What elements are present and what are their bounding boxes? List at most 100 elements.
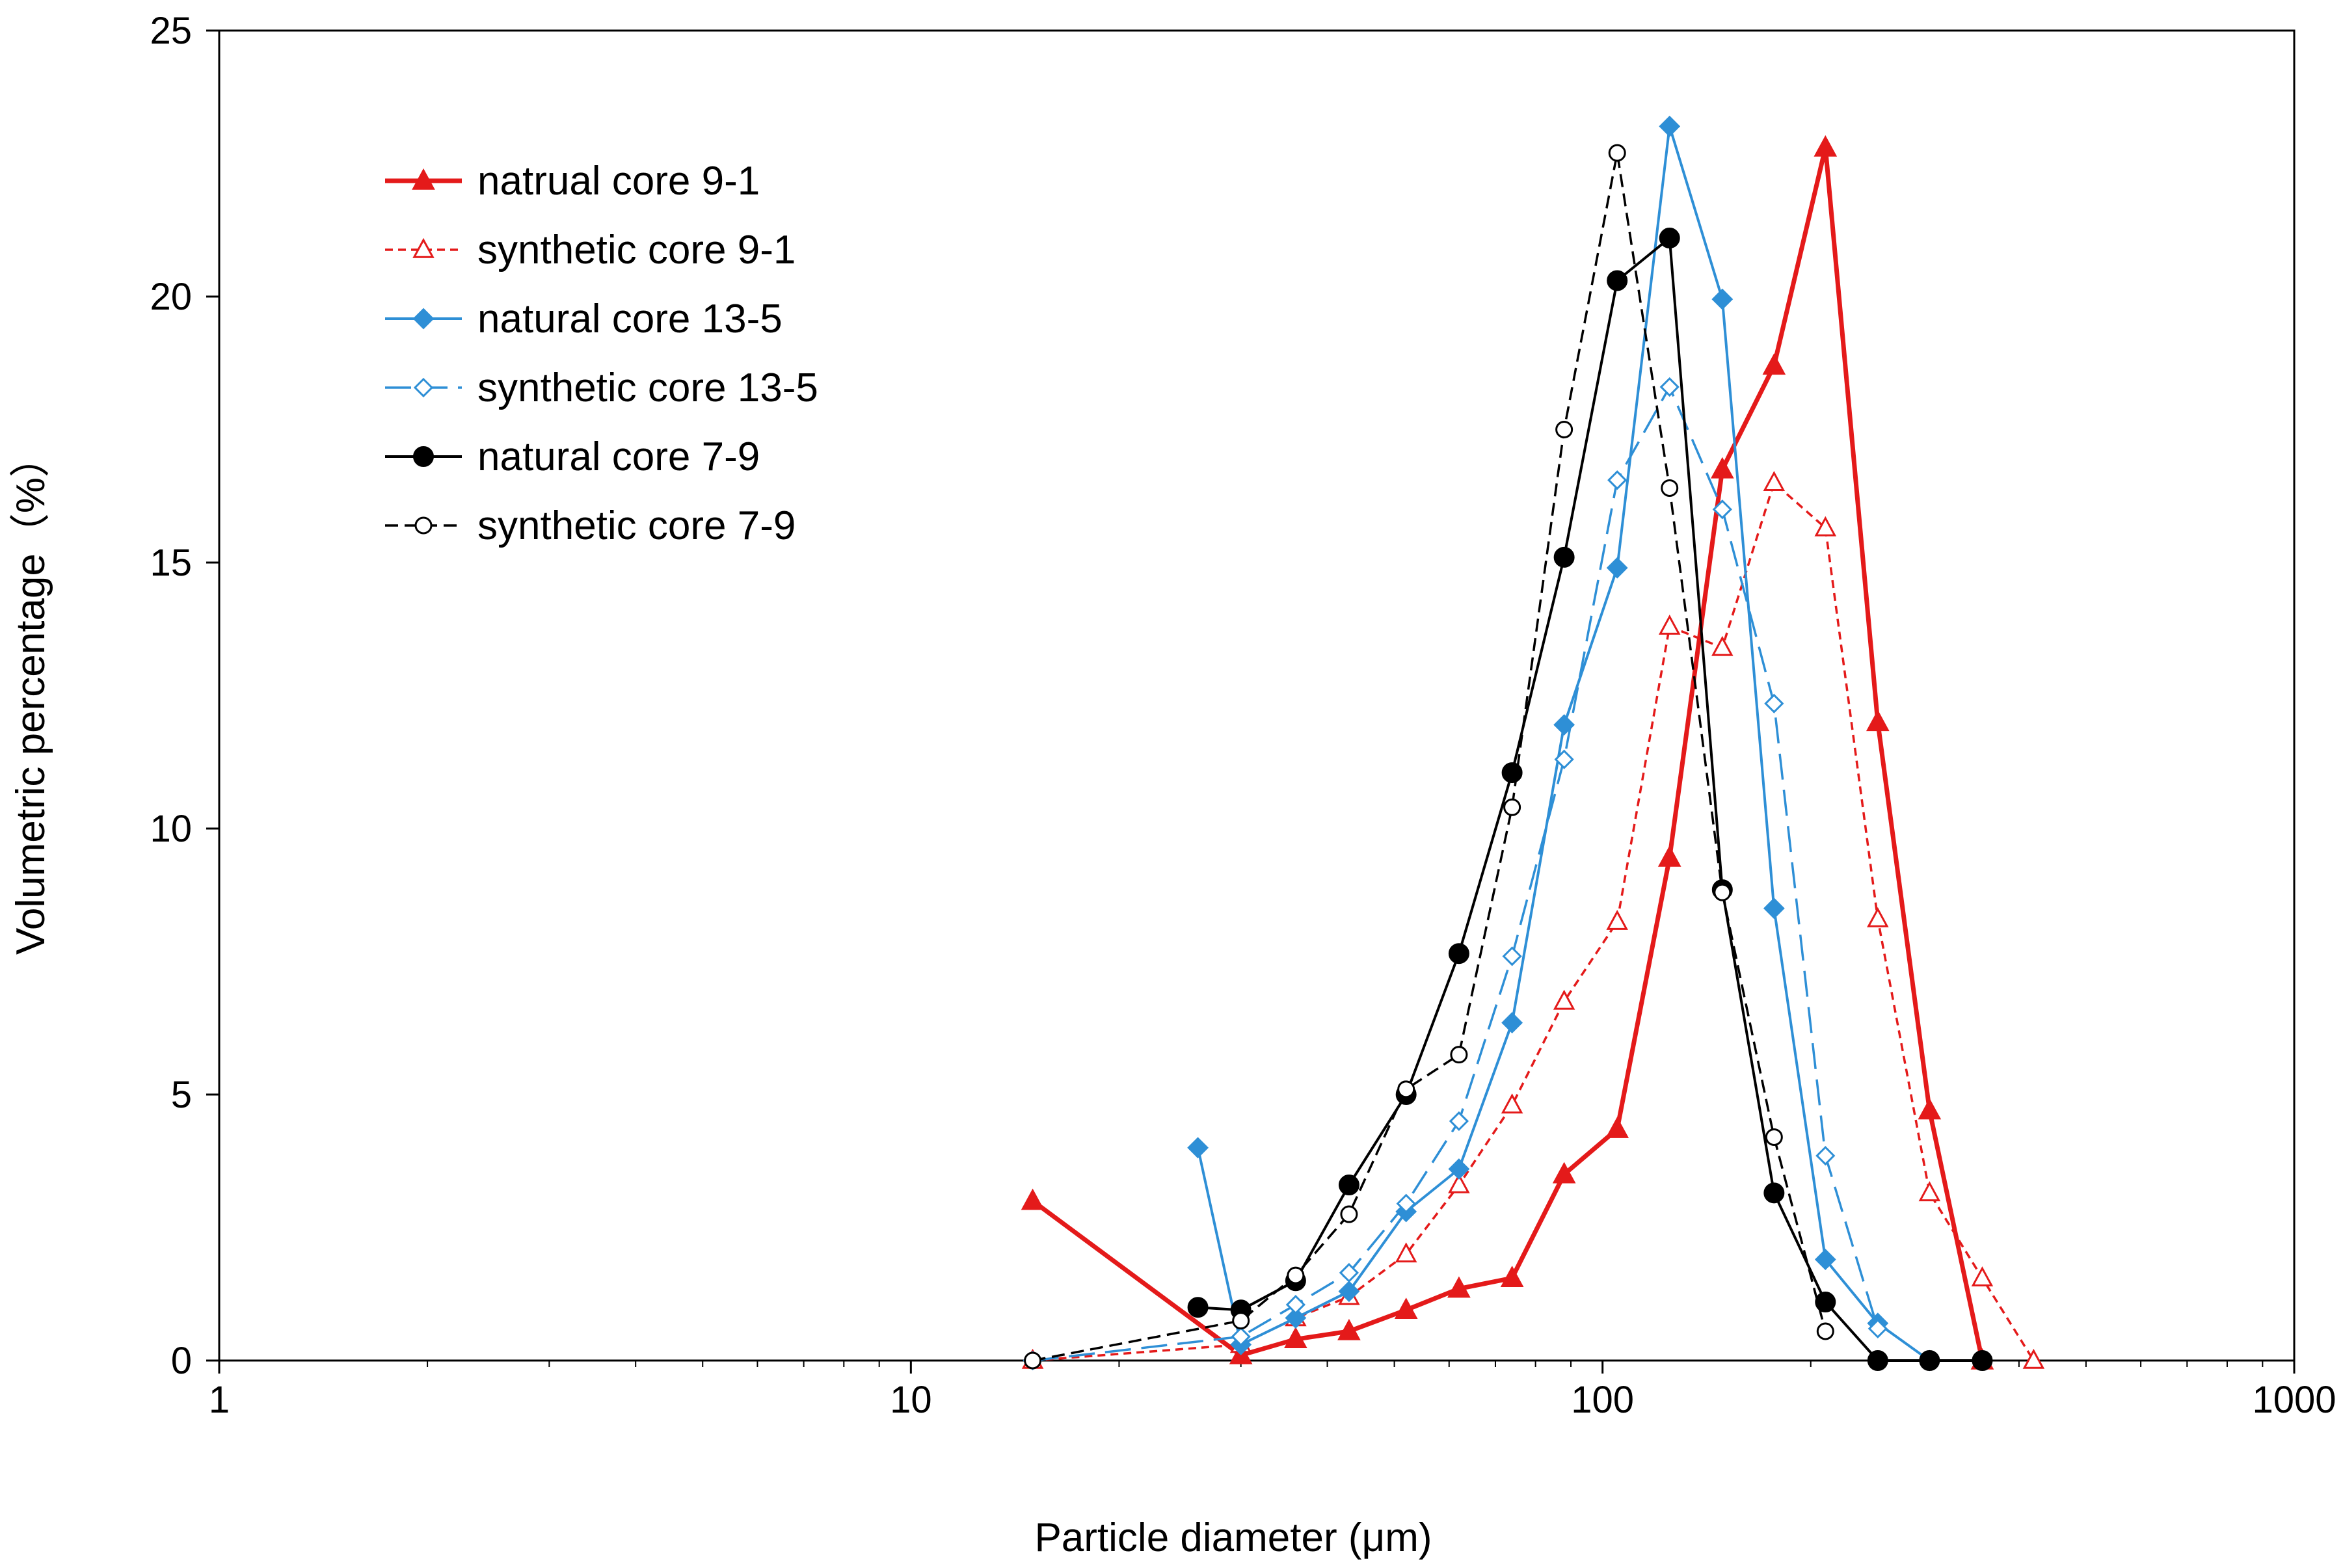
data-point [1339,1262,1359,1283]
data-point [1501,1093,1523,1114]
data-point [1285,1307,1307,1329]
legend-marker [413,446,434,467]
plot-area [218,29,2296,1362]
data-point [1815,1145,1836,1166]
data-point [1232,1312,1250,1330]
legend-label: natural core 13-5 [477,297,783,341]
data-point [1447,1276,1471,1298]
data-point [1659,228,1680,249]
data-point [1762,353,1786,375]
data-point [1555,421,1573,438]
data-point [1763,1182,1785,1204]
data-point [1764,693,1784,713]
data-point [1448,943,1469,964]
data-point [1867,907,1889,927]
legend-label: natural core 7-9 [477,434,760,479]
data-point [1396,1193,1416,1214]
x-tick-label: 10 [890,1379,932,1421]
y-axis-ticks: 0 5 10 15 20 25 [150,10,219,1382]
data-point [1021,1188,1045,1210]
legend-item: synthetic core 13-5 [385,365,818,410]
data-point [1661,479,1679,497]
data-point [1338,1175,1359,1196]
data-point [1868,1318,1888,1339]
y-tick-label: 10 [150,808,192,850]
y-axis-title: Volumetric percentage（%） [8,437,53,955]
data-point [1501,1012,1523,1033]
legend-marker [412,237,435,258]
data-point [1607,270,1628,291]
data-point [1713,883,1732,901]
data-point [1918,1098,1942,1120]
series-line [1032,386,1879,1362]
data-point [1287,1266,1305,1284]
series-line [1031,145,1985,1361]
data-point [1337,1318,1361,1340]
data-point [1710,457,1734,479]
data-point [1657,845,1681,867]
y-tick-label: 20 [150,276,192,318]
data-point [1187,1297,1209,1318]
legend-label: natrual core 9-1 [477,159,760,204]
legend-marker [414,516,433,535]
data-point [1284,1327,1307,1349]
data-point [1449,1111,1469,1132]
series-6 [1024,144,1834,1370]
data-point [1814,516,1837,537]
data-point [1554,749,1574,769]
x-axis-title: Particle diameter (μm) [1034,1515,1432,1560]
legend-label: synthetic core 13-5 [477,365,818,410]
data-point [1765,1128,1783,1146]
data-point [1763,471,1786,492]
data-point [1395,1242,1417,1263]
x-tick-label: 1000 [2252,1379,2336,1421]
x-tick-label: 1 [209,1379,230,1421]
data-point [1024,1351,1042,1370]
legend-marker [413,377,434,398]
data-point [1867,1350,1888,1371]
legend-item: synthetic core 9-1 [385,228,796,272]
legend-label: synthetic core 9-1 [477,228,796,272]
y-tick-label: 15 [150,542,192,584]
data-point [1972,1350,1993,1371]
data-point [1918,1181,1941,1202]
data-point [1552,1162,1576,1184]
data-point [1553,989,1575,1010]
legend-item: natrual core 9-1 [385,159,760,204]
x-tick-label: 100 [1571,1379,1634,1421]
data-point [1606,557,1628,579]
data-point [1711,635,1734,656]
data-point [1919,1350,1940,1371]
data-point [1340,1205,1358,1223]
data-point [1815,1292,1836,1313]
data-point [1394,1297,1418,1320]
data-point [1285,1294,1305,1315]
data-point [1231,1327,1251,1347]
data-point [1608,144,1626,162]
legend-item: natural core 7-9 [385,434,760,479]
data-point [1397,1080,1415,1098]
data-point [1711,288,1734,310]
series-line [1032,481,2035,1362]
legend-marker [412,308,435,330]
data-point [1502,946,1522,966]
y-tick-label: 0 [171,1340,192,1382]
legend-item: natural core 13-5 [385,297,783,341]
series-3 [1187,115,1940,1372]
data-point [1814,135,1838,157]
data-point [1816,1322,1834,1340]
data-point [1814,1249,1836,1270]
data-point [1659,115,1681,137]
legend: natrual core 9-1 synthetic core 9-1 natura… [385,159,818,548]
data-point [1448,1158,1470,1180]
data-point [1338,1281,1360,1303]
data-point [1606,910,1628,930]
data-point [1187,1137,1209,1159]
data-point [1605,1117,1629,1138]
series-1 [1021,135,1994,1370]
legend-marker [412,168,435,190]
data-point [1503,798,1521,816]
data-point [1607,470,1627,490]
